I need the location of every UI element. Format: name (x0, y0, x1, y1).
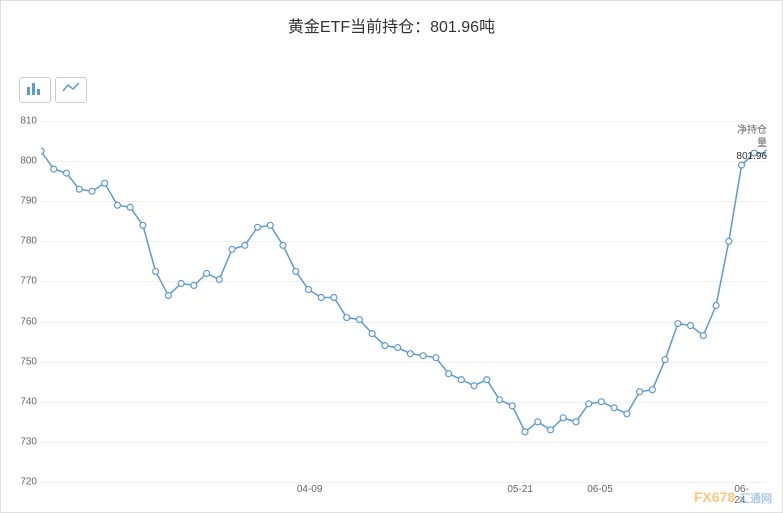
y-tick: 810 (20, 116, 37, 127)
y-tick: 760 (20, 316, 37, 327)
chart-title: 黄金ETF当前持仓：801.96吨 (1, 1, 782, 49)
data-tooltip: 净持仓量 801.96 (731, 124, 767, 163)
y-tick: 800 (20, 156, 37, 167)
plot-surface (41, 121, 767, 482)
y-tick: 730 (20, 436, 37, 447)
bar-chart-button[interactable] (19, 77, 51, 103)
line-svg (41, 121, 767, 482)
tooltip-label: 净持仓量 (731, 124, 767, 150)
y-tick: 750 (20, 356, 37, 367)
watermark: FX678 汇通网 (694, 489, 772, 506)
x-tick: 06-05 (587, 484, 613, 495)
x-axis: 04-0905-2106-0506-24 (41, 482, 767, 502)
watermark-brand: FX678 (694, 489, 735, 505)
line-chart-button[interactable] (55, 77, 87, 103)
x-tick: 05-21 (507, 484, 533, 495)
y-tick: 740 (20, 396, 37, 407)
y-tick: 780 (20, 236, 37, 247)
line-chart-icon (62, 81, 80, 100)
chart-toolbar (19, 77, 87, 103)
x-tick: 04-09 (297, 484, 323, 495)
y-tick: 770 (20, 276, 37, 287)
chart-plot-area: 720730740750760770780790800810 04-0905-2… (41, 121, 767, 482)
y-axis: 720730740750760770780790800810 (11, 121, 39, 482)
watermark-sub: 汇通网 (739, 493, 772, 505)
tooltip-value: 801.96 (731, 150, 767, 163)
y-tick: 790 (20, 196, 37, 207)
chart-container: 黄金ETF当前持仓：801.96吨 7207307407507607707807… (0, 0, 783, 513)
y-tick: 720 (20, 477, 37, 488)
bar-chart-icon (26, 81, 44, 100)
